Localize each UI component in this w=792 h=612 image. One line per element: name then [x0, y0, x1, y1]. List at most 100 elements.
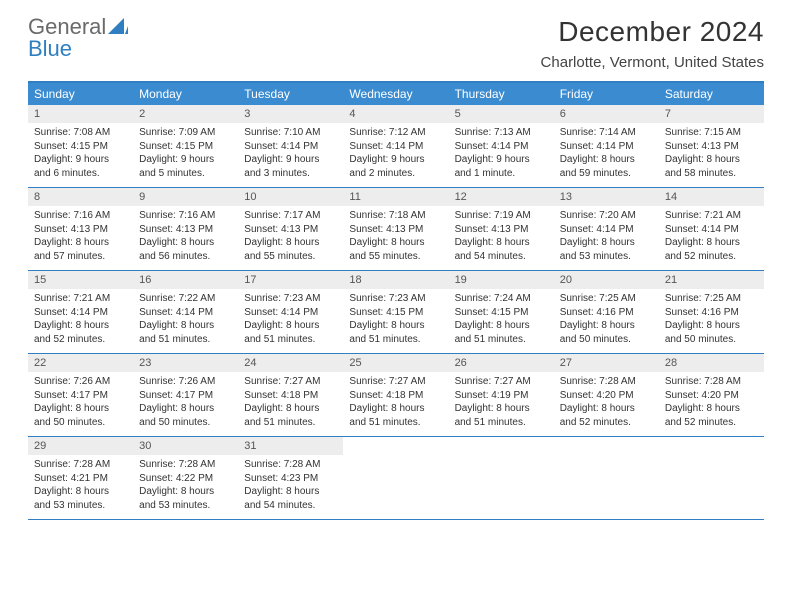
day-number: 9 — [133, 188, 238, 206]
day-content: Sunrise: 7:19 AMSunset: 4:13 PMDaylight:… — [449, 206, 554, 268]
location-text: Charlotte, Vermont, United States — [541, 54, 764, 71]
day-number: 23 — [133, 354, 238, 372]
day-number: 19 — [449, 271, 554, 289]
day-content: Sunrise: 7:27 AMSunset: 4:18 PMDaylight:… — [238, 372, 343, 434]
day-content: Sunrise: 7:28 AMSunset: 4:21 PMDaylight:… — [28, 455, 133, 517]
weekday-row: SundayMondayTuesdayWednesdayThursdayFrid… — [28, 83, 764, 105]
day-number: 28 — [659, 354, 764, 372]
day-number: 16 — [133, 271, 238, 289]
day-cell: 29Sunrise: 7:28 AMSunset: 4:21 PMDayligh… — [28, 437, 133, 519]
day-content: Sunrise: 7:25 AMSunset: 4:16 PMDaylight:… — [659, 289, 764, 351]
day-cell: 10Sunrise: 7:17 AMSunset: 4:13 PMDayligh… — [238, 188, 343, 270]
day-number: 24 — [238, 354, 343, 372]
day-content: Sunrise: 7:16 AMSunset: 4:13 PMDaylight:… — [28, 206, 133, 268]
day-cell: 19Sunrise: 7:24 AMSunset: 4:15 PMDayligh… — [449, 271, 554, 353]
day-number: 1 — [28, 105, 133, 123]
day-cell: 17Sunrise: 7:23 AMSunset: 4:14 PMDayligh… — [238, 271, 343, 353]
day-number: 30 — [133, 437, 238, 455]
day-content: Sunrise: 7:10 AMSunset: 4:14 PMDaylight:… — [238, 123, 343, 185]
weekday-header: Friday — [554, 83, 659, 105]
logo: General Blue — [28, 16, 128, 60]
day-number: 11 — [343, 188, 448, 206]
day-number: 20 — [554, 271, 659, 289]
day-cell: . — [343, 437, 448, 519]
day-content: Sunrise: 7:27 AMSunset: 4:18 PMDaylight:… — [343, 372, 448, 434]
day-cell: 2Sunrise: 7:09 AMSunset: 4:15 PMDaylight… — [133, 105, 238, 187]
day-number: 29 — [28, 437, 133, 455]
day-cell: 13Sunrise: 7:20 AMSunset: 4:14 PMDayligh… — [554, 188, 659, 270]
day-cell: . — [554, 437, 659, 519]
day-number: 17 — [238, 271, 343, 289]
week-row: 22Sunrise: 7:26 AMSunset: 4:17 PMDayligh… — [28, 354, 764, 437]
weekday-header: Tuesday — [238, 83, 343, 105]
day-cell: 20Sunrise: 7:25 AMSunset: 4:16 PMDayligh… — [554, 271, 659, 353]
weekday-header: Sunday — [28, 83, 133, 105]
day-cell: 12Sunrise: 7:19 AMSunset: 4:13 PMDayligh… — [449, 188, 554, 270]
weekday-header: Wednesday — [343, 83, 448, 105]
weekday-header: Monday — [133, 83, 238, 105]
day-number: 12 — [449, 188, 554, 206]
day-cell: 18Sunrise: 7:23 AMSunset: 4:15 PMDayligh… — [343, 271, 448, 353]
day-number: 27 — [554, 354, 659, 372]
day-content: Sunrise: 7:26 AMSunset: 4:17 PMDaylight:… — [133, 372, 238, 434]
day-content: Sunrise: 7:14 AMSunset: 4:14 PMDaylight:… — [554, 123, 659, 185]
day-number: 8 — [28, 188, 133, 206]
day-cell: 14Sunrise: 7:21 AMSunset: 4:14 PMDayligh… — [659, 188, 764, 270]
day-cell: 25Sunrise: 7:27 AMSunset: 4:18 PMDayligh… — [343, 354, 448, 436]
day-content: Sunrise: 7:17 AMSunset: 4:13 PMDaylight:… — [238, 206, 343, 268]
day-cell: 22Sunrise: 7:26 AMSunset: 4:17 PMDayligh… — [28, 354, 133, 436]
logo-text: General Blue — [28, 16, 106, 60]
day-content: Sunrise: 7:28 AMSunset: 4:20 PMDaylight:… — [554, 372, 659, 434]
day-content: Sunrise: 7:08 AMSunset: 4:15 PMDaylight:… — [28, 123, 133, 185]
day-cell: 6Sunrise: 7:14 AMSunset: 4:14 PMDaylight… — [554, 105, 659, 187]
day-cell: 9Sunrise: 7:16 AMSunset: 4:13 PMDaylight… — [133, 188, 238, 270]
logo-text-blue: Blue — [28, 36, 72, 61]
day-number: 25 — [343, 354, 448, 372]
day-content: Sunrise: 7:12 AMSunset: 4:14 PMDaylight:… — [343, 123, 448, 185]
day-content: Sunrise: 7:21 AMSunset: 4:14 PMDaylight:… — [659, 206, 764, 268]
week-row: 8Sunrise: 7:16 AMSunset: 4:13 PMDaylight… — [28, 188, 764, 271]
day-cell: 26Sunrise: 7:27 AMSunset: 4:19 PMDayligh… — [449, 354, 554, 436]
day-cell: 31Sunrise: 7:28 AMSunset: 4:23 PMDayligh… — [238, 437, 343, 519]
week-row: 1Sunrise: 7:08 AMSunset: 4:15 PMDaylight… — [28, 105, 764, 188]
header: General Blue December 2024 Charlotte, Ve… — [0, 0, 792, 75]
day-content: Sunrise: 7:28 AMSunset: 4:22 PMDaylight:… — [133, 455, 238, 517]
day-number: 22 — [28, 354, 133, 372]
day-content: Sunrise: 7:25 AMSunset: 4:16 PMDaylight:… — [554, 289, 659, 351]
day-content: Sunrise: 7:20 AMSunset: 4:14 PMDaylight:… — [554, 206, 659, 268]
day-number: 26 — [449, 354, 554, 372]
day-cell: 7Sunrise: 7:15 AMSunset: 4:13 PMDaylight… — [659, 105, 764, 187]
day-number: 21 — [659, 271, 764, 289]
day-number: 3 — [238, 105, 343, 123]
day-content: Sunrise: 7:28 AMSunset: 4:20 PMDaylight:… — [659, 372, 764, 434]
day-cell: 23Sunrise: 7:26 AMSunset: 4:17 PMDayligh… — [133, 354, 238, 436]
weekday-header: Saturday — [659, 83, 764, 105]
day-cell: . — [449, 437, 554, 519]
day-content: Sunrise: 7:18 AMSunset: 4:13 PMDaylight:… — [343, 206, 448, 268]
weekday-header: Thursday — [449, 83, 554, 105]
day-cell: 30Sunrise: 7:28 AMSunset: 4:22 PMDayligh… — [133, 437, 238, 519]
day-number: 10 — [238, 188, 343, 206]
day-content: Sunrise: 7:09 AMSunset: 4:15 PMDaylight:… — [133, 123, 238, 185]
day-number: 13 — [554, 188, 659, 206]
day-number: 4 — [343, 105, 448, 123]
day-content: Sunrise: 7:27 AMSunset: 4:19 PMDaylight:… — [449, 372, 554, 434]
day-content: Sunrise: 7:13 AMSunset: 4:14 PMDaylight:… — [449, 123, 554, 185]
day-number: 31 — [238, 437, 343, 455]
day-cell: 15Sunrise: 7:21 AMSunset: 4:14 PMDayligh… — [28, 271, 133, 353]
day-content: Sunrise: 7:28 AMSunset: 4:23 PMDaylight:… — [238, 455, 343, 517]
day-cell: 3Sunrise: 7:10 AMSunset: 4:14 PMDaylight… — [238, 105, 343, 187]
day-content: Sunrise: 7:21 AMSunset: 4:14 PMDaylight:… — [28, 289, 133, 351]
day-cell: . — [659, 437, 764, 519]
day-cell: 11Sunrise: 7:18 AMSunset: 4:13 PMDayligh… — [343, 188, 448, 270]
calendar: SundayMondayTuesdayWednesdayThursdayFrid… — [28, 81, 764, 520]
day-number: 15 — [28, 271, 133, 289]
day-number: 14 — [659, 188, 764, 206]
month-title: December 2024 — [541, 16, 764, 48]
day-content: Sunrise: 7:23 AMSunset: 4:15 PMDaylight:… — [343, 289, 448, 351]
day-content: Sunrise: 7:26 AMSunset: 4:17 PMDaylight:… — [28, 372, 133, 434]
day-cell: 28Sunrise: 7:28 AMSunset: 4:20 PMDayligh… — [659, 354, 764, 436]
sail-icon — [108, 18, 128, 34]
day-cell: 4Sunrise: 7:12 AMSunset: 4:14 PMDaylight… — [343, 105, 448, 187]
day-number: 7 — [659, 105, 764, 123]
